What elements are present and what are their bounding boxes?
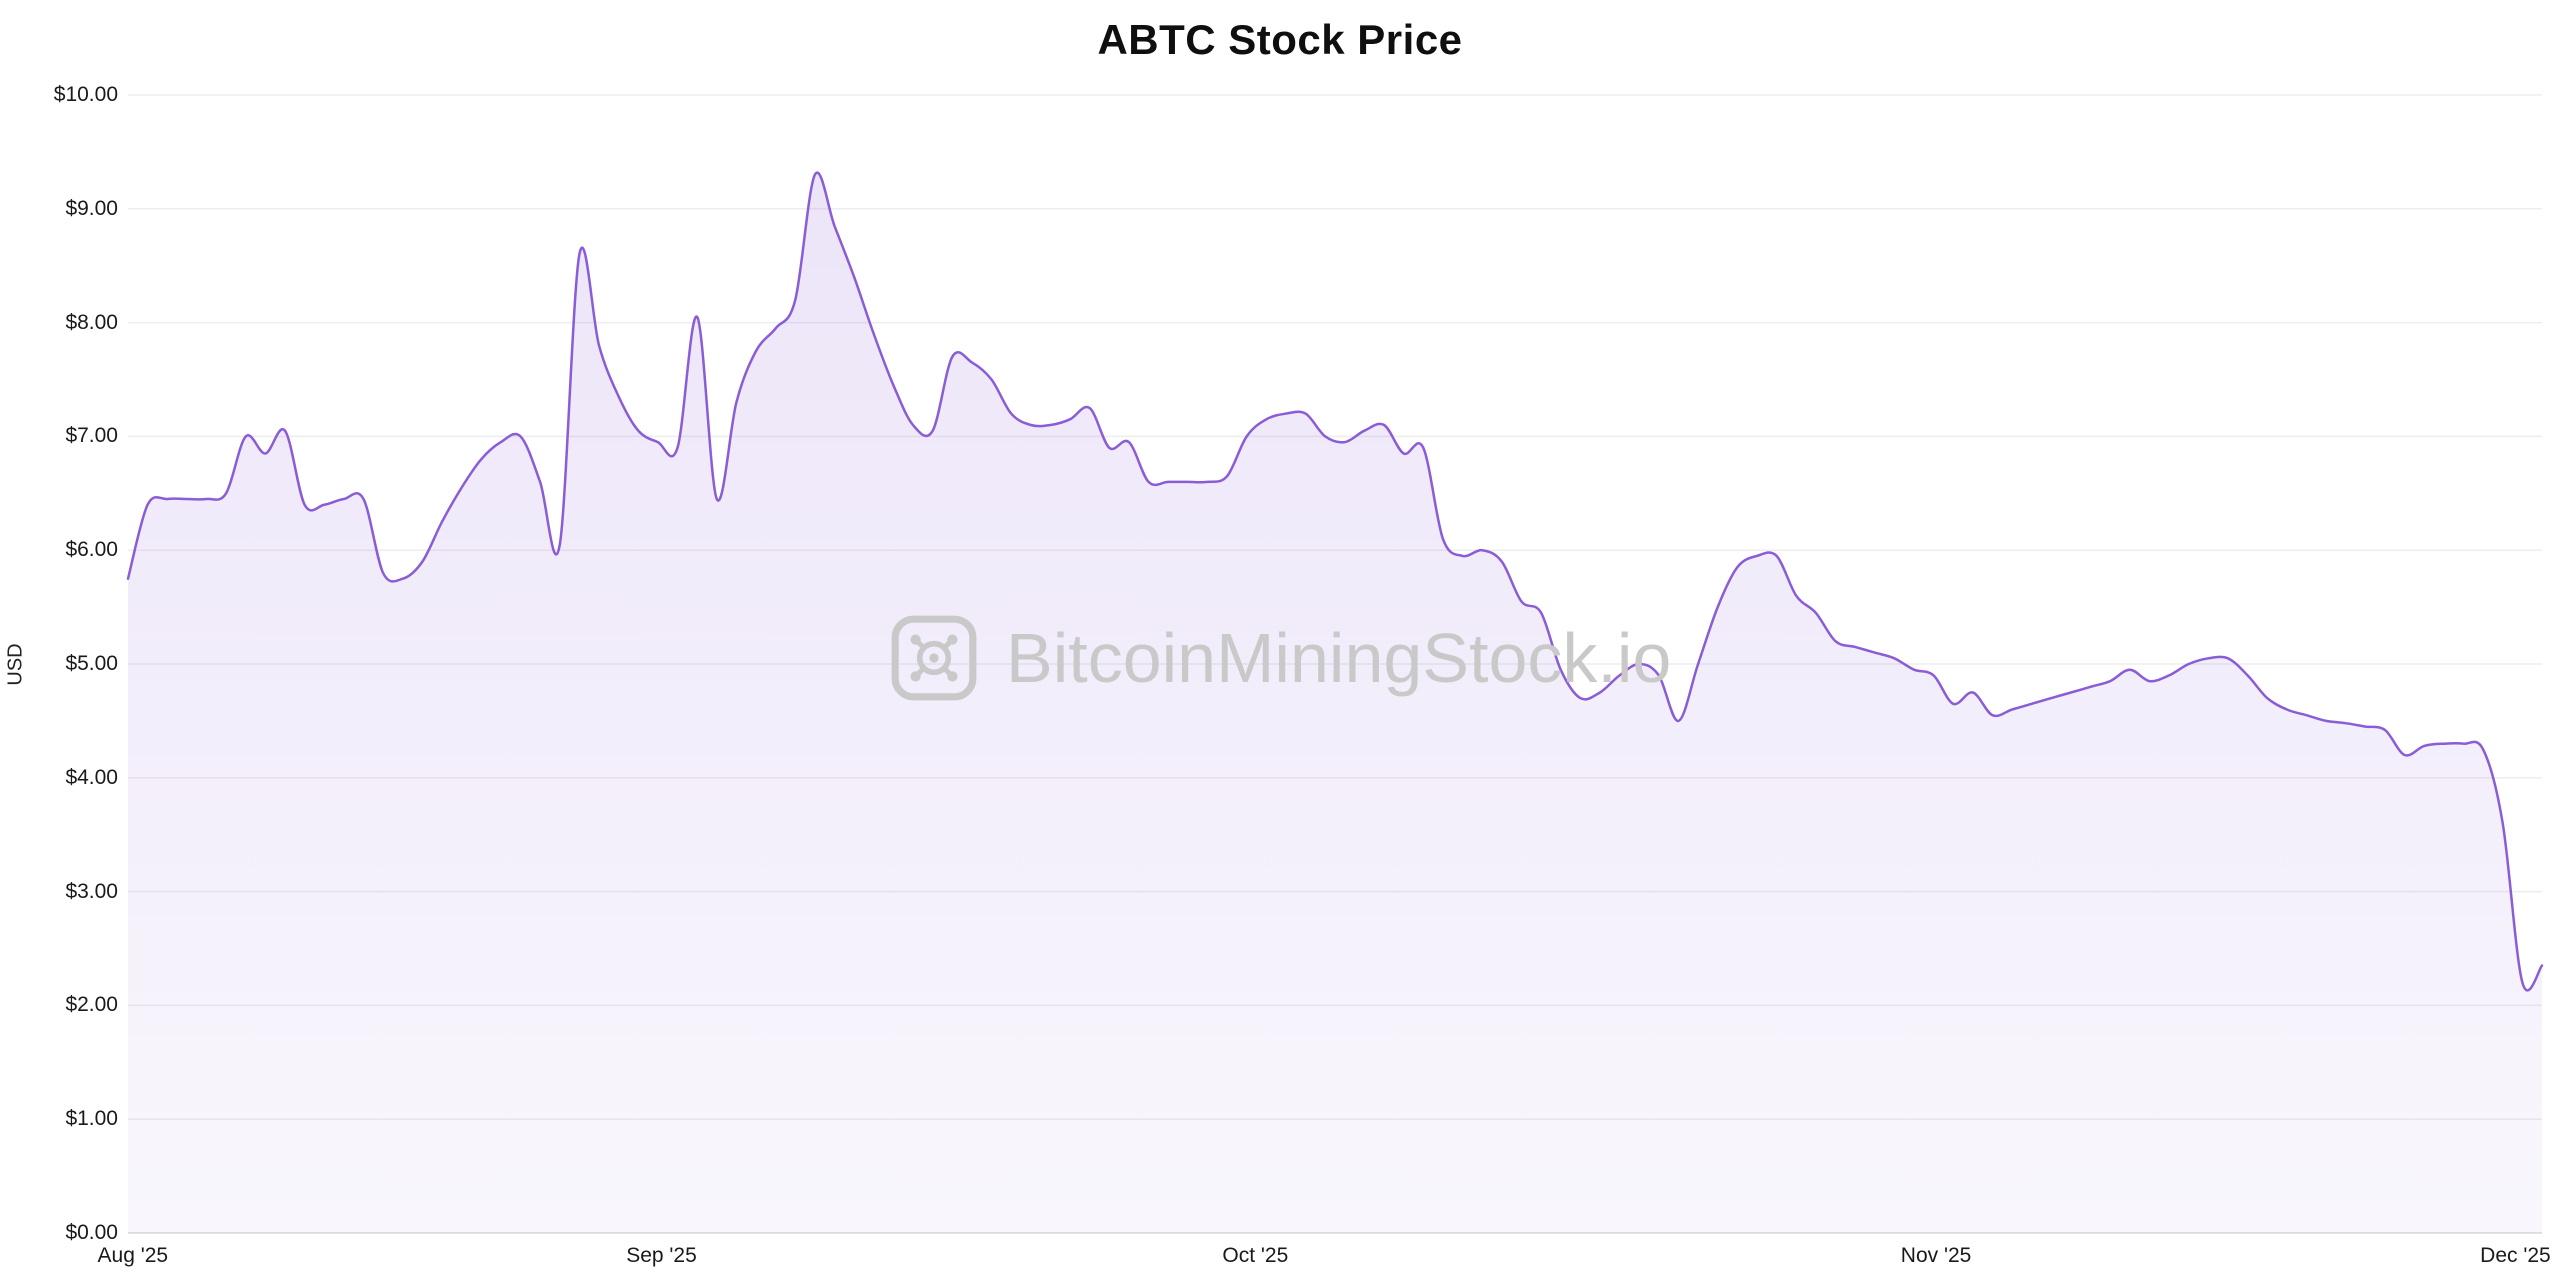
y-tick-label: $5.00 [65,652,118,675]
y-tick-label: $8.00 [65,310,118,334]
y-tick-label: $7.00 [65,424,118,448]
price-area-chart[interactable] [126,94,2544,1234]
y-tick-label: $10.00 [53,83,118,106]
x-tick-label: Oct '25 [1222,1244,1289,1267]
price-area [128,172,2542,1234]
y-tick-label: $2.00 [65,993,118,1017]
y-tick-label: $3.00 [65,879,118,903]
y-tick-label: $6.00 [65,538,118,562]
x-tick-label: Dec '25 [2480,1244,2551,1267]
y-tick-label: $9.00 [65,196,118,220]
chart-title: ABTC Stock Price [1097,16,1463,63]
x-tick-label: Sep '25 [626,1244,697,1267]
price-line [126,171,2544,992]
x-tick-label: Nov '25 [1900,1244,1972,1267]
x-tick-label: Aug '25 [97,1244,169,1267]
y-tick-label: $0.00 [65,1221,118,1244]
y-tick-label: $1.00 [65,1107,118,1131]
y-tick-label: $4.00 [65,765,118,789]
